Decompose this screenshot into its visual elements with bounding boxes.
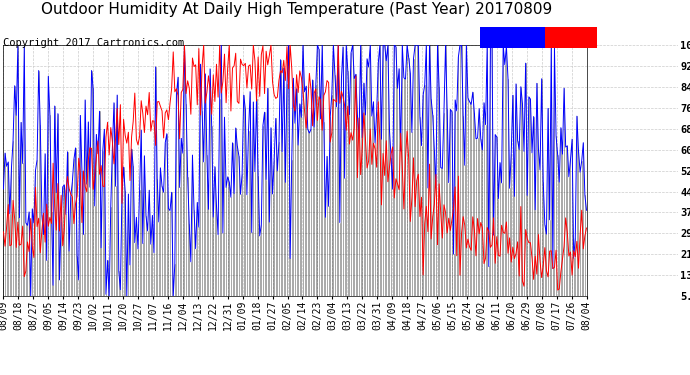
Text: Copyright 2017 Cartronics.com: Copyright 2017 Cartronics.com [3,38,185,48]
Text: Temp (°F): Temp (°F) [547,32,604,42]
Text: Outdoor Humidity At Daily High Temperature (Past Year) 20170809: Outdoor Humidity At Daily High Temperatu… [41,2,552,17]
Text: Humidity (%): Humidity (%) [482,32,557,42]
